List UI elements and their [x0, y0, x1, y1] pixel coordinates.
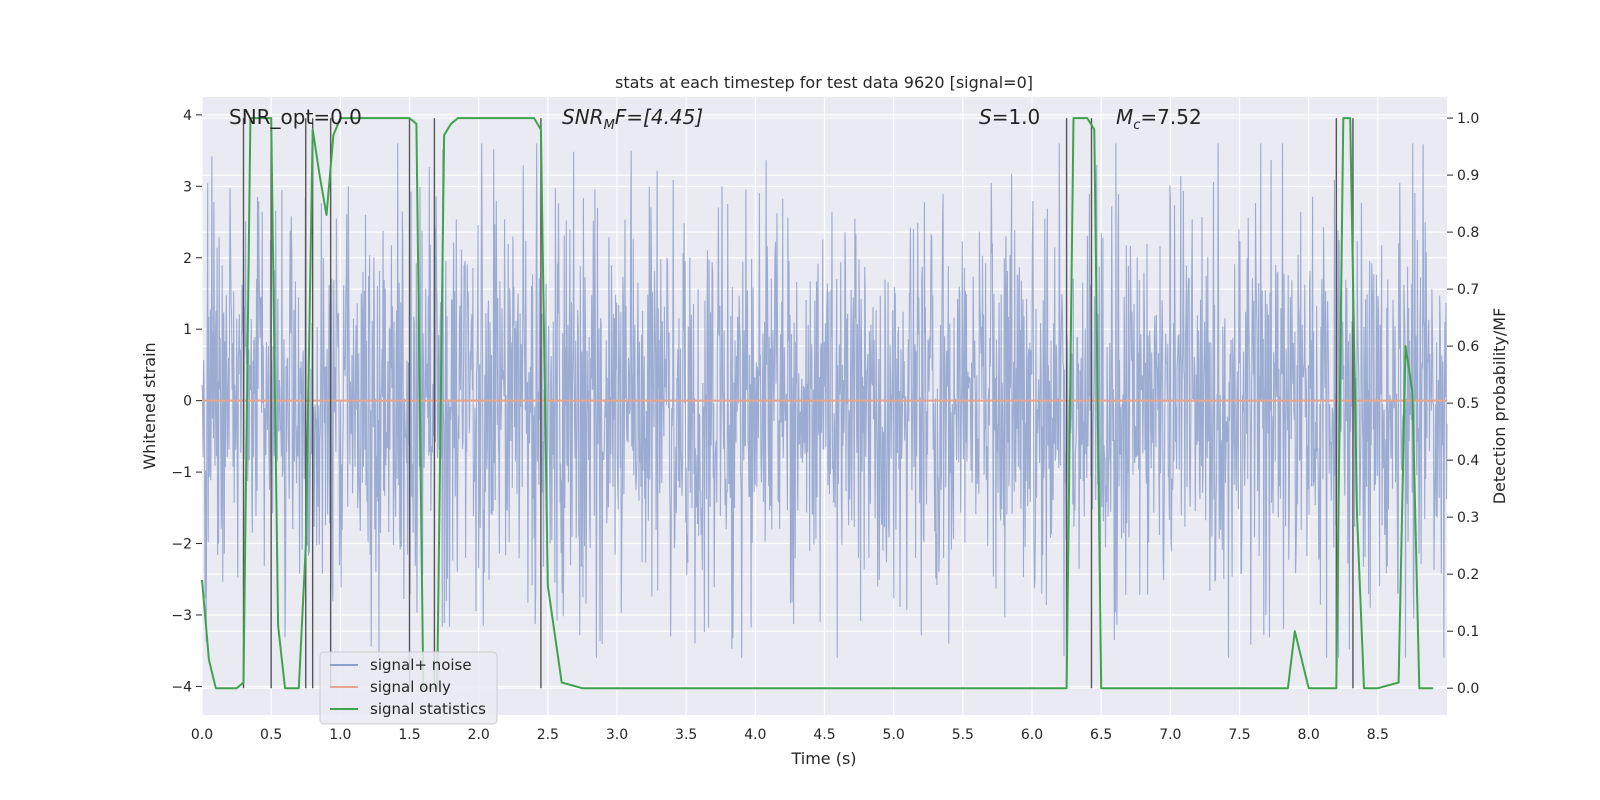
y-tick-label: −2 [171, 537, 192, 553]
y2-axis-label: Detection probability/MF [1490, 308, 1509, 505]
y2-tick-label: 0.3 [1457, 510, 1479, 526]
x-tick-label: 1.5 [398, 727, 420, 743]
legend: signal+ noise signal only signal statist… [319, 651, 498, 725]
x-tick-label: 3.5 [675, 727, 697, 743]
y2-tick-label: 0.9 [1457, 168, 1479, 184]
x-tick-label: 2.0 [468, 727, 490, 743]
x-tick-label: 1.0 [329, 727, 351, 743]
x-axis-label: Time (s) [790, 749, 856, 768]
y-tick-label: −4 [171, 679, 192, 695]
statistics-line [201, 117, 1434, 690]
y2-tick-label: 0.5 [1457, 396, 1479, 412]
x-tick-label: 2.5 [537, 727, 559, 743]
x-tick-label: 6.5 [1090, 727, 1112, 743]
x-tick-label: 7.0 [1159, 727, 1181, 743]
y-tick-label: −1 [171, 465, 192, 481]
x-tick-label: 5.5 [952, 727, 974, 743]
x-tick-label: 3.0 [606, 727, 628, 743]
x-tick-label: 0.5 [260, 727, 282, 743]
y2-axis-ticks: 1.0 0.9 0.8 0.7 0.6 0.5 0.4 0.3 0.2 0.1 0.0 [1447, 111, 1479, 697]
annotation-snr-opt: SNR_opt=0.0 [229, 105, 362, 129]
y2-tick-label: 0.1 [1457, 624, 1479, 640]
legend-label-noise: signal+ noise [370, 656, 472, 674]
y-axis-ticks: 4 3 2 1 0 −1 −2 −3 −4 [171, 108, 202, 695]
y-tick-label: −3 [171, 608, 192, 624]
event-marker-lines [242, 118, 1354, 689]
y2-tick-label: 0.0 [1457, 681, 1479, 697]
x-tick-label: 8.5 [1367, 727, 1389, 743]
x-tick-label: 4.0 [744, 727, 766, 743]
y-tick-label: 4 [183, 108, 192, 124]
chart-title: stats at each timestep for test data 962… [615, 73, 1033, 92]
annotation-snr-mf: SNRMF=[4.45] [562, 105, 703, 133]
y2-tick-label: 1.0 [1457, 111, 1479, 127]
legend-label-statistics: signal statistics [370, 700, 486, 718]
annotation-s: S=1.0 [979, 105, 1040, 129]
x-tick-label: 0.0 [191, 727, 213, 743]
annotation-mc: Mc=7.52 [1116, 105, 1202, 133]
x-axis-ticks: 0.0 0.5 1.0 1.5 2.0 2.5 3.0 3.5 4.0 4.5 5.0 5.5 6.0 6… [191, 727, 1389, 743]
series-signal-statistics [201, 117, 1434, 690]
x-tick-label: 7.5 [1228, 727, 1250, 743]
y-axis-label: Whitened strain [140, 342, 159, 469]
legend-label-signal-only: signal only [370, 678, 451, 696]
y2-tick-label: 0.4 [1457, 453, 1479, 469]
y-tick-label: 1 [183, 322, 192, 338]
y-tick-label: 2 [183, 251, 192, 267]
y2-tick-label: 0.7 [1457, 282, 1479, 298]
y2-tick-label: 0.2 [1457, 567, 1479, 583]
y2-tick-label: 0.6 [1457, 339, 1479, 355]
y-tick-label: 3 [183, 179, 192, 195]
y2-tick-label: 0.8 [1457, 225, 1479, 241]
x-tick-label: 6.0 [1021, 727, 1043, 743]
y-tick-label: 0 [183, 394, 192, 410]
x-tick-label: 4.5 [813, 727, 835, 743]
legend-box [319, 651, 498, 725]
x-tick-label: 5.0 [883, 727, 905, 743]
x-tick-label: 8.0 [1298, 727, 1320, 743]
